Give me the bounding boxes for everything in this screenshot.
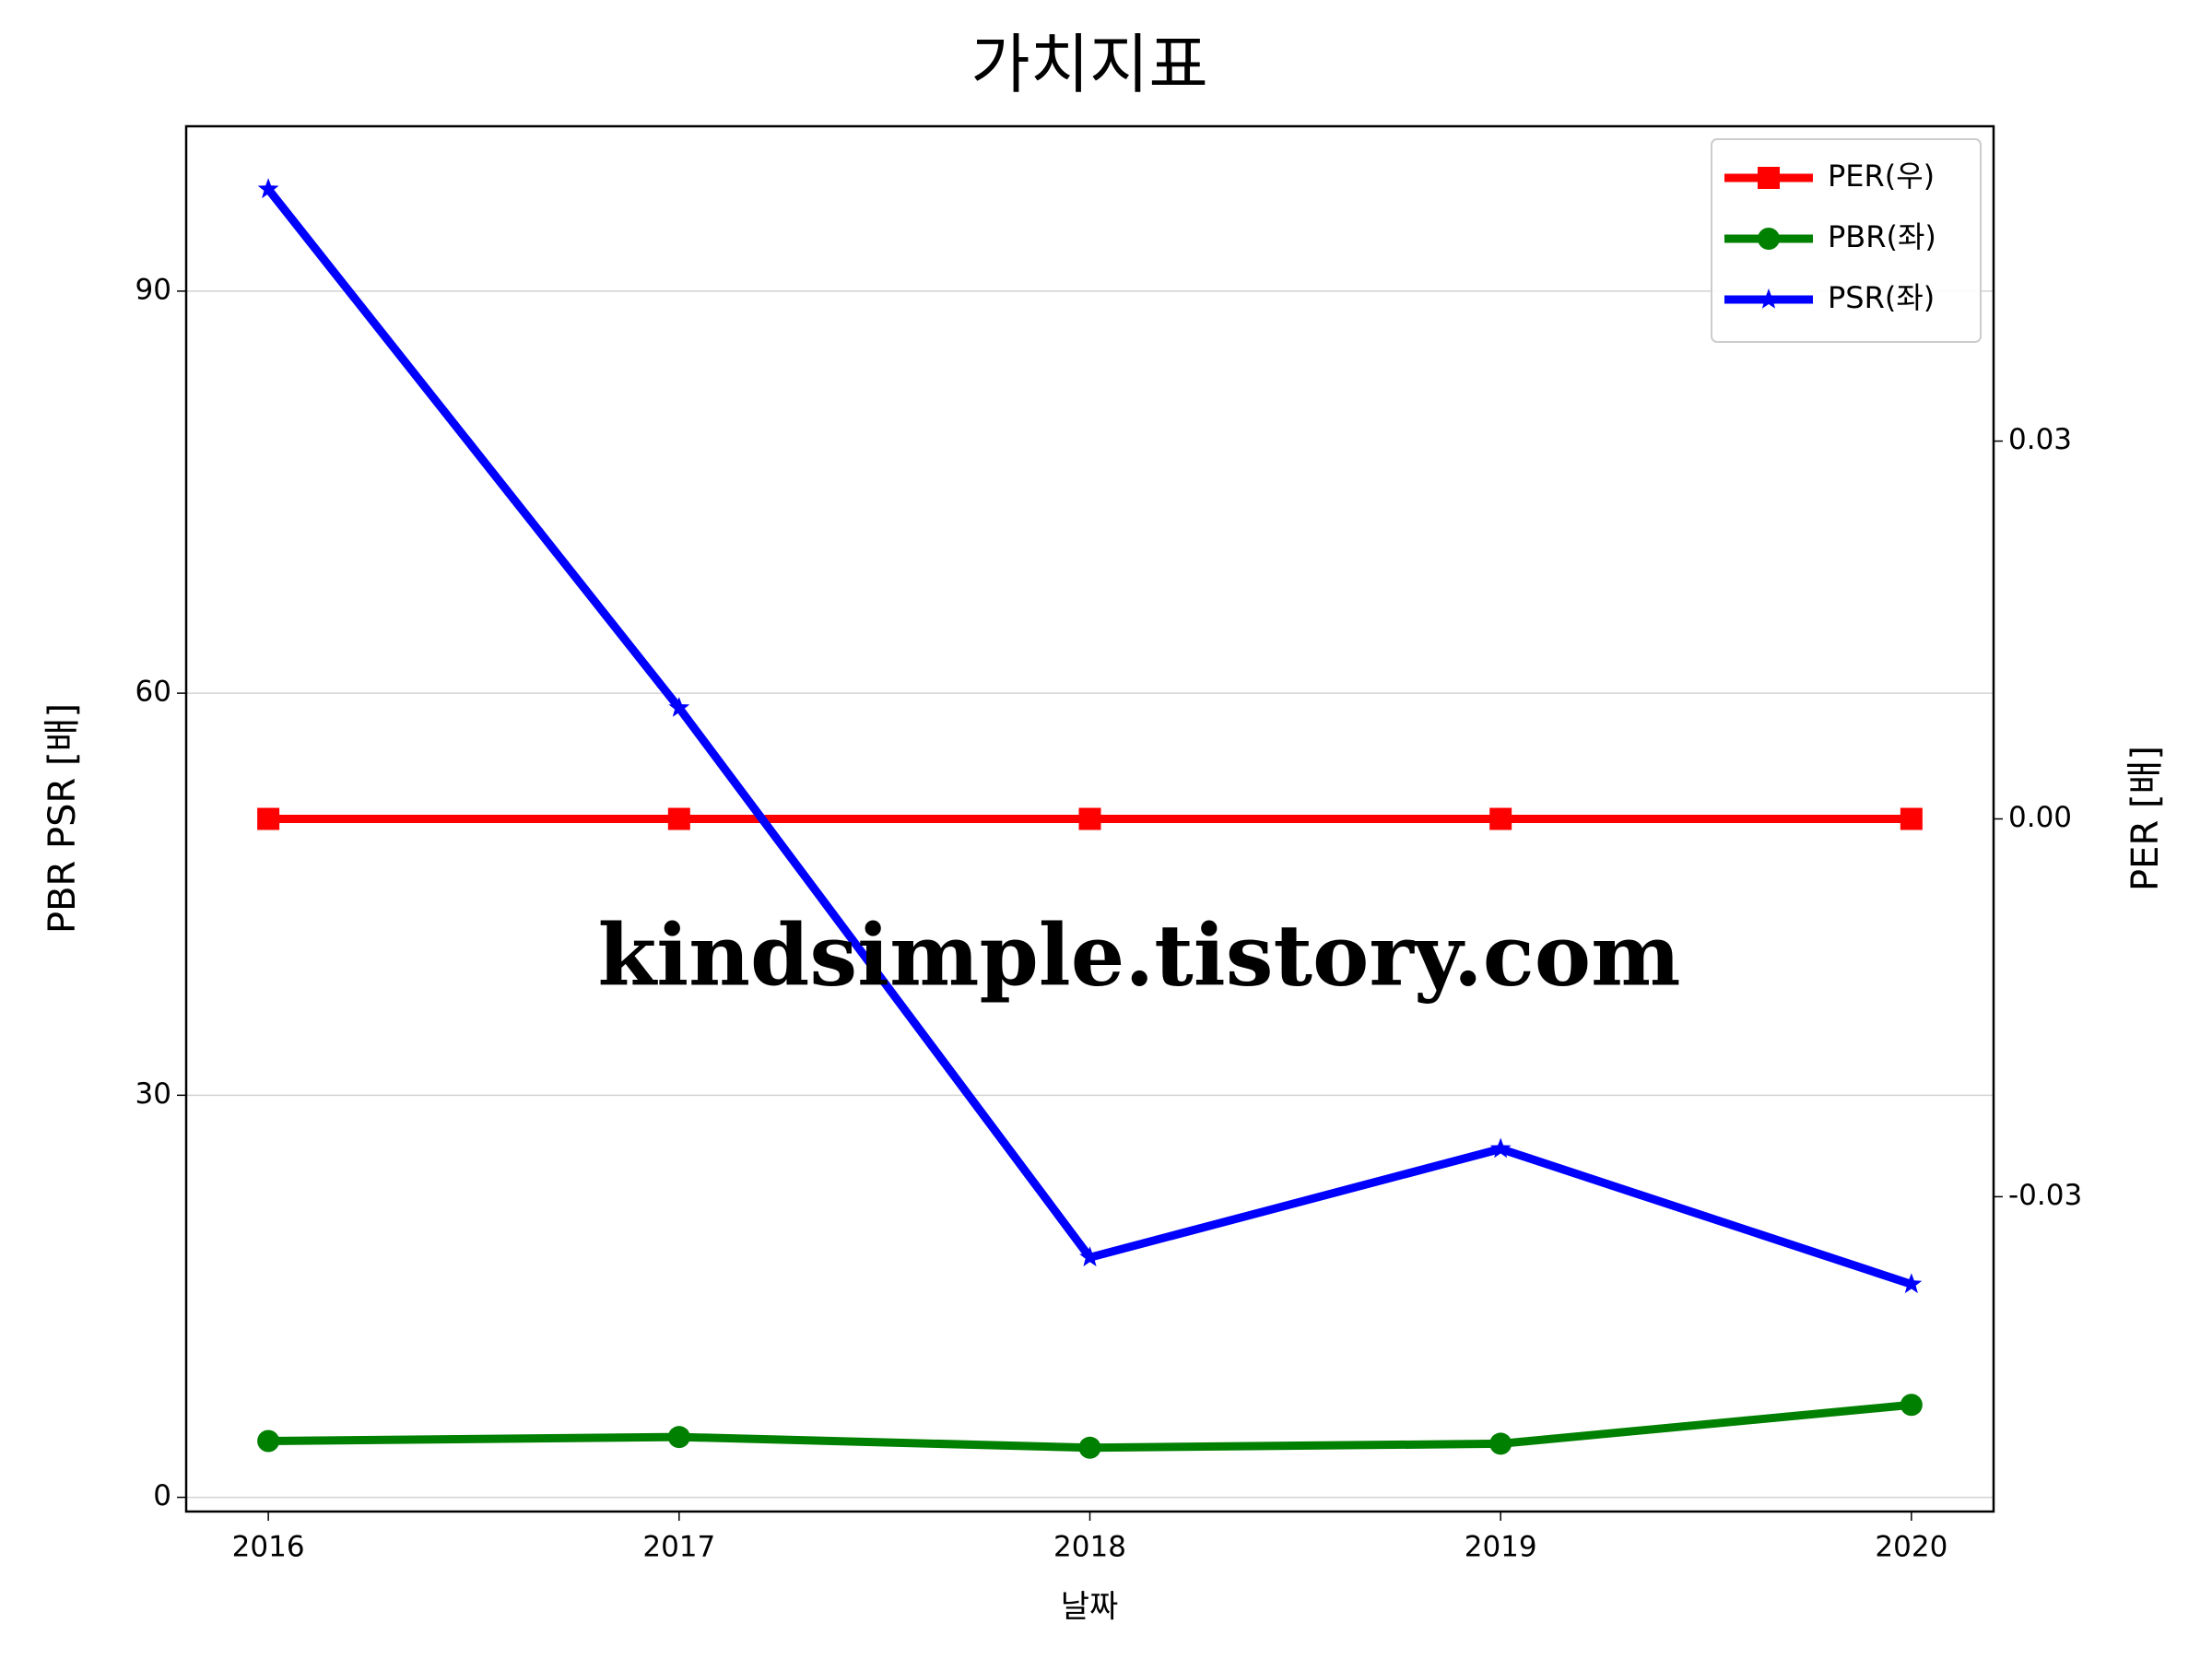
legend-marker — [1758, 167, 1780, 189]
marker — [1900, 1273, 1923, 1294]
legend-marker — [1758, 167, 1780, 189]
y2-tick-label: 0.00 — [2008, 801, 2072, 834]
series — [257, 178, 1923, 1294]
legend-label: PBR(좌) — [1828, 219, 1936, 254]
y-tick-label: 60 — [135, 676, 171, 709]
legend-box — [1711, 138, 1982, 343]
x-tick-label: 2018 — [1053, 1531, 1126, 1564]
y-tick-label: 90 — [135, 273, 171, 306]
series — [257, 1394, 1923, 1459]
x-axis-label: 날짜 — [1061, 1589, 1119, 1626]
legend-marker — [1758, 288, 1780, 309]
marker — [1489, 1137, 1512, 1159]
y2-axis-label: PER [배] — [2124, 746, 2167, 891]
marker — [257, 178, 279, 199]
watermark: kindsimple.tistory.com — [597, 906, 1680, 1006]
legend-marker — [1758, 228, 1780, 250]
legend-label: PSR(좌) — [1828, 280, 1935, 315]
y-tick-label: 30 — [135, 1077, 171, 1111]
marker — [1078, 807, 1101, 830]
marker — [1900, 1394, 1923, 1417]
series — [257, 807, 1923, 830]
marker — [257, 1430, 280, 1453]
marker — [668, 697, 690, 717]
x-tick-label: 2020 — [1875, 1531, 1947, 1564]
marker — [1489, 1432, 1512, 1455]
marker — [1489, 807, 1512, 830]
marker — [1078, 1436, 1101, 1459]
marker — [257, 807, 280, 830]
plot-frame — [184, 124, 1995, 1513]
legend-marker — [1758, 288, 1780, 309]
x-tick-label: 2017 — [642, 1531, 715, 1564]
legend-label: PER(우) — [1828, 159, 1935, 194]
x-tick-label: 2016 — [232, 1531, 305, 1564]
y-axis-label: PBR PSR [배] — [41, 703, 84, 934]
marker — [1079, 1246, 1100, 1266]
marker — [667, 1426, 690, 1449]
marker — [667, 807, 690, 830]
y2-tick-label: -0.03 — [2008, 1179, 2082, 1212]
y2-tick-label: 0.03 — [2008, 423, 2072, 456]
chart-title: 가치지표 — [971, 27, 1208, 102]
legend-marker — [1758, 228, 1780, 250]
marker — [1900, 807, 1923, 830]
x-tick-label: 2019 — [1465, 1531, 1537, 1564]
y-tick-label: 0 — [153, 1479, 171, 1512]
